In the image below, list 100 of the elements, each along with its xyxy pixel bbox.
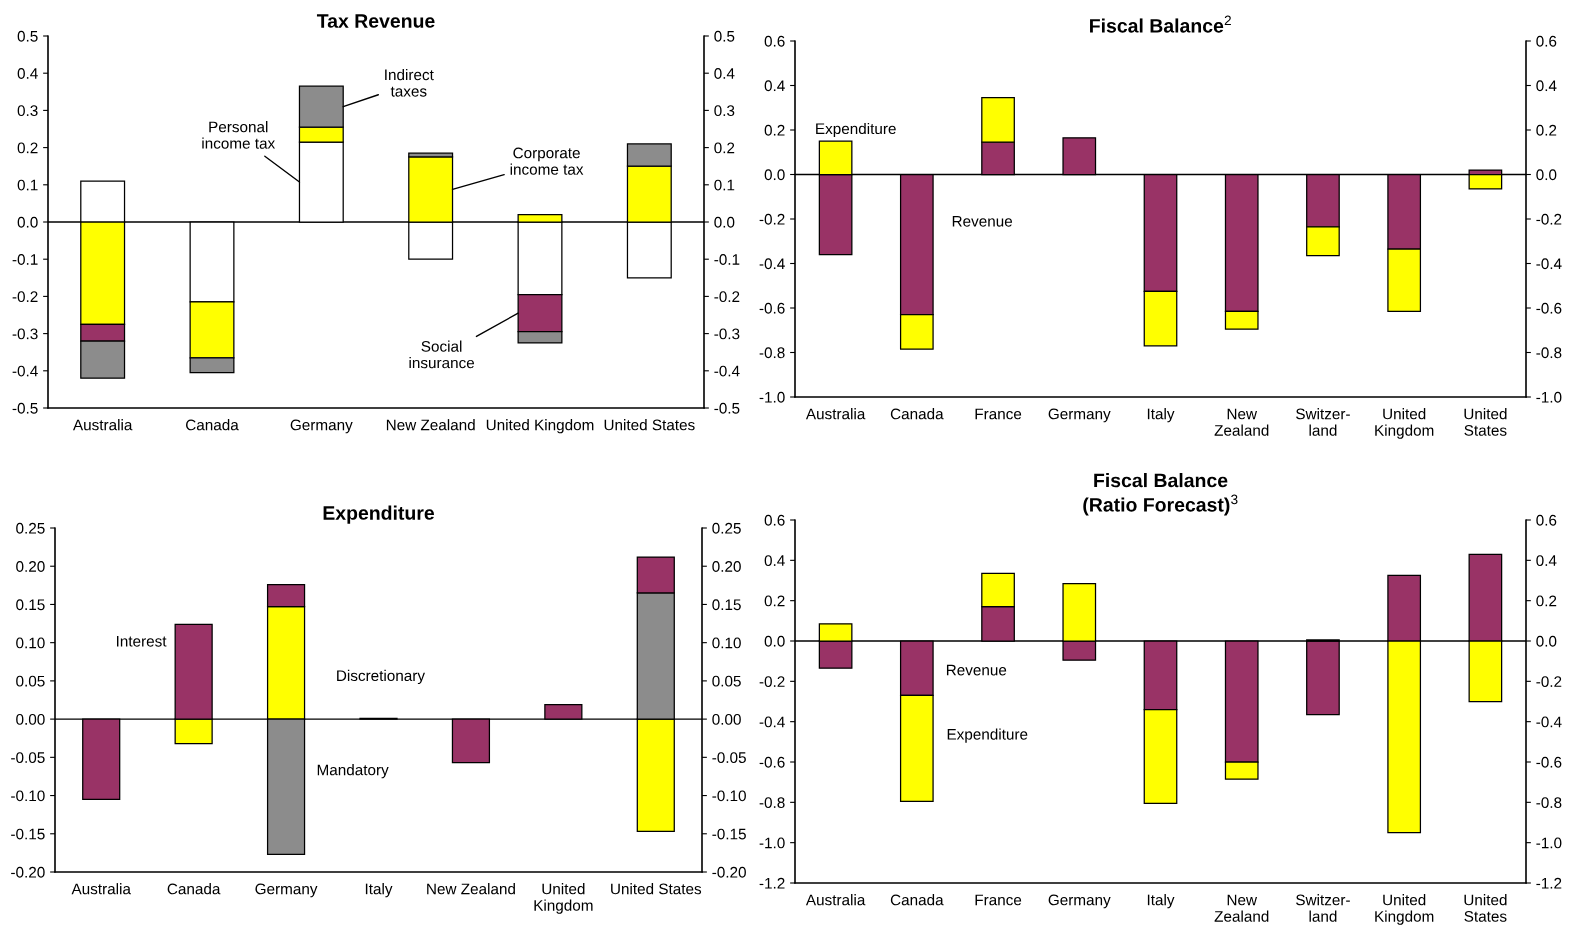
x-tick-label: Italy [1147, 894, 1175, 909]
y-tick-label: 0.2 [17, 142, 38, 154]
x-tick-label: United Kingdom [486, 419, 594, 434]
y-tick-label: -0.2 [12, 291, 38, 303]
y2-tick-label: 0.2 [1536, 595, 1557, 607]
chart-title: Fiscal Balance$^{2}$ [1090, 15, 1231, 33]
series-label: Revenue [946, 664, 1007, 676]
x-tick-label: New Zealand [427, 883, 515, 895]
y-tick-label: -0.8 [759, 797, 785, 809]
y2-tick-label: -0.2 [1536, 213, 1562, 225]
x-tick-label: Australia [71, 883, 131, 895]
y2-tick-label: 0.0 [1536, 169, 1557, 181]
y-tick-label: 0.4 [764, 555, 785, 567]
x-tick-label: Germany [290, 419, 353, 434]
y-tick-label: -0.5 [12, 402, 38, 414]
x-tick-label: Germany [1048, 894, 1111, 909]
y-tick-label: -0.2 [759, 213, 785, 225]
x-tick-label: United States [1464, 894, 1507, 922]
y2-tick-label: -0.8 [1536, 347, 1562, 359]
y-tick-label: -0.15 [11, 828, 45, 840]
y2-tick-label: -0.2 [1536, 676, 1562, 688]
y2-tick-label: -0.6 [1536, 756, 1562, 768]
x-tick-label: Canada [167, 883, 221, 895]
series-label: Expenditure [816, 122, 896, 138]
y2-tick-label: 0.00 [712, 713, 741, 725]
y2-tick-label: 0.4 [714, 68, 735, 79]
y-tick-label: 0.3 [17, 105, 38, 117]
y-tick-label: -0.20 [11, 866, 45, 878]
y-tick-label: 0.0 [764, 169, 785, 181]
y2-tick-label: -0.4 [1536, 716, 1562, 728]
y-tick-label: 0.6 [764, 514, 785, 526]
x-tick-label: United Kingdom [534, 883, 593, 914]
y2-tick-label: -0.4 [1536, 258, 1562, 270]
chart-title: Tax Revenue [316, 14, 435, 28]
y-tick-label: 0.4 [17, 68, 38, 79]
y-tick-label: 0.0 [17, 216, 38, 228]
text: Social insurance [409, 340, 475, 369]
x-tick-label: Germany [1048, 408, 1111, 423]
y-tick-label: -0.2 [759, 676, 785, 688]
y-tick-label: 0.6 [764, 35, 785, 47]
y2-tick-label: -0.5 [714, 402, 740, 414]
x-tick-label: Switzer- land [1296, 894, 1350, 922]
series-label: Mandatory [317, 764, 389, 779]
x-tick-label: France [975, 408, 1022, 420]
y2-tick-label: 0.0 [714, 216, 735, 228]
x-tick-label: United Kingdom [1375, 408, 1434, 439]
y-tick-label: 0.2 [764, 124, 785, 136]
y2-tick-label: 0.6 [1536, 514, 1557, 526]
y2-tick-label: -0.8 [1536, 797, 1562, 809]
x-tick-label: Australia [72, 419, 133, 431]
y2-tick-label: -1.0 [1536, 391, 1562, 403]
y2-tick-label: 0.4 [1536, 80, 1557, 92]
y2-tick-label: 0.2 [714, 142, 735, 154]
text: Corporate income tax [510, 147, 584, 175]
y-tick-label: -0.1 [12, 254, 38, 265]
y2-tick-label: -0.1 [714, 254, 740, 265]
y2-tick-label: 0.4 [1536, 555, 1557, 567]
y-tick-label: 0.5 [17, 30, 38, 42]
x-tick-label: Australia [805, 408, 866, 420]
x-tick-label: United States [604, 419, 695, 431]
x-tick-label: Germany [255, 883, 318, 898]
y-tick-label: 0.10 [16, 637, 45, 649]
y2-tick-label: -0.6 [1536, 302, 1562, 314]
x-tick-label: United Kingdom [1375, 894, 1434, 925]
x-tick-label: Italy [1147, 408, 1175, 423]
y-tick-label: 0.25 [16, 522, 45, 534]
y-tick-label: -0.4 [759, 258, 785, 270]
y-tick-label: -1.2 [759, 877, 785, 889]
x-tick-label: New Zealand [386, 419, 475, 431]
bar [1306, 640, 1340, 716]
chart-title: Fiscal Balance (Ratio Forecast)$^{3}$ [1083, 473, 1238, 516]
y2-tick-label: 0.5 [714, 30, 735, 42]
y2-tick-label: 0.2 [1536, 124, 1557, 136]
x-tick-label: New Zealand [1214, 408, 1269, 436]
x-tick-label: New Zealand [1214, 894, 1269, 922]
y-tick-label: -0.4 [759, 716, 785, 728]
x-tick-label: Switzer- land [1296, 408, 1350, 436]
y-tick-label: -0.4 [12, 365, 38, 377]
y2-tick-label: 0.10 [712, 637, 741, 649]
series-label: Interest [116, 635, 167, 647]
y-tick-label: 0.0 [764, 635, 785, 647]
y2-tick-label: 0.0 [1536, 635, 1557, 647]
y-tick-label: -1.0 [759, 837, 785, 849]
y2-tick-label: -0.20 [712, 866, 746, 878]
y2-tick-label: 0.20 [712, 561, 741, 572]
y-tick-label: -0.05 [11, 752, 45, 764]
x-tick-label: Canada [890, 894, 944, 906]
x-tick-label: Canada [890, 408, 944, 420]
x-tick-label: Canada [186, 419, 239, 431]
y2-tick-label: 0.15 [712, 599, 741, 611]
y-tick-label: 0.2 [764, 595, 785, 607]
text: Indirect taxes [385, 69, 434, 97]
x-tick-label: Australia [805, 894, 866, 906]
x-tick-label: Italy [365, 883, 393, 898]
x-tick-label: France [975, 894, 1022, 906]
y2-tick-label: 0.05 [712, 675, 741, 687]
y2-tick-label: -0.10 [712, 790, 746, 802]
y2-tick-label: -0.4 [714, 365, 740, 377]
y-tick-label: 0.20 [16, 561, 45, 572]
text: Discretionary [337, 669, 425, 685]
